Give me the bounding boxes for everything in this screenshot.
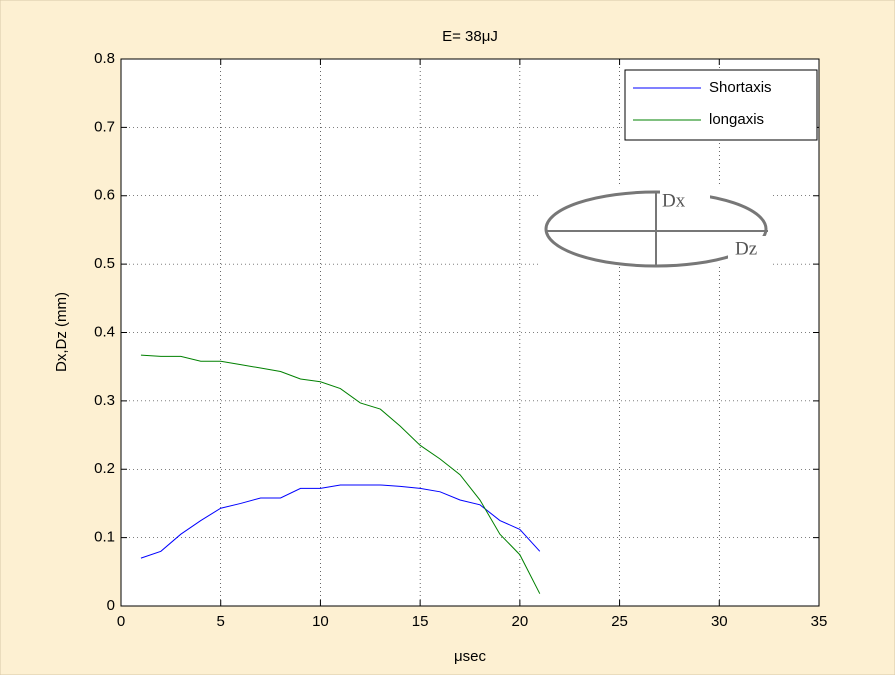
y-axis-label: Dx,Dz (mm) — [53, 292, 70, 372]
x-tick-label: 35 — [811, 613, 828, 630]
inset: Dx Dz — [538, 187, 770, 268]
legend-label: Shortaxis — [709, 79, 772, 96]
y-tick-label: 0.4 — [94, 323, 115, 340]
series-line — [140, 354, 541, 594]
x-tick-label: 5 — [217, 613, 225, 630]
legend-box — [624, 69, 818, 141]
y-tick-label: 0.1 — [94, 529, 115, 546]
legend-label: longaxis — [709, 111, 764, 128]
y-tick-label: 0.7 — [94, 118, 115, 135]
x-tick-label: 20 — [512, 613, 529, 630]
x-tick-label: 15 — [412, 613, 429, 630]
x-tick-label: 25 — [611, 613, 628, 630]
y-tick-label: 0 — [107, 597, 115, 614]
x-tick-label: 10 — [312, 613, 329, 630]
inset-label: Dz — [735, 238, 757, 259]
inset-label-bg — [660, 190, 710, 212]
y-tick-label: 0.2 — [94, 460, 115, 477]
x-tick-label: 0 — [117, 613, 125, 630]
y-tick-label: 0.3 — [94, 392, 115, 409]
y-tick-label: 0.6 — [94, 187, 115, 204]
inset-label: Dx — [662, 190, 686, 211]
chart-title: E= 38μJ — [442, 28, 498, 45]
x-tick-label: 30 — [711, 613, 728, 630]
series-line — [140, 484, 541, 559]
x-axis-label: μsec — [454, 648, 486, 665]
y-tick-label: 0.5 — [94, 255, 115, 272]
inset-label-bg — [728, 236, 770, 260]
y-tick-label: 0.8 — [94, 50, 115, 67]
